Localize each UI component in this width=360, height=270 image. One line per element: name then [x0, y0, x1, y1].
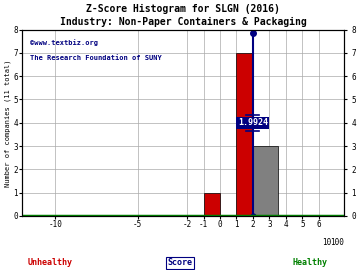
- Text: ©www.textbiz.org: ©www.textbiz.org: [31, 39, 99, 46]
- Text: Unhealthy: Unhealthy: [28, 258, 73, 267]
- Bar: [203, 193, 220, 216]
- Text: Healthy: Healthy: [292, 258, 327, 267]
- Text: Score: Score: [167, 258, 193, 267]
- Text: The Research Foundation of SUNY: The Research Foundation of SUNY: [31, 55, 162, 61]
- Bar: [253, 146, 278, 216]
- Bar: [237, 53, 253, 216]
- Text: 100: 100: [330, 238, 344, 247]
- Title: Z-Score Histogram for SLGN (2016)
Industry: Non-Paper Containers & Packaging: Z-Score Histogram for SLGN (2016) Indust…: [59, 4, 306, 28]
- Text: 1.9924: 1.9924: [238, 118, 268, 127]
- Y-axis label: Number of companies (11 total): Number of companies (11 total): [4, 59, 11, 187]
- Text: 10: 10: [323, 238, 332, 247]
